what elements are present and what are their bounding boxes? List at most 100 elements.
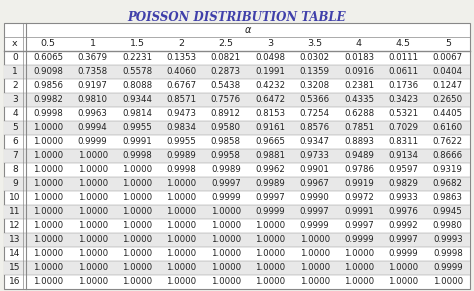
Text: 1.0000: 1.0000 <box>33 194 63 203</box>
Text: 1.0000: 1.0000 <box>122 194 152 203</box>
Text: 0.0498: 0.0498 <box>255 54 285 63</box>
Text: 0.9993: 0.9993 <box>433 235 463 244</box>
Text: x: x <box>12 40 18 49</box>
Text: 0.0611: 0.0611 <box>388 68 419 77</box>
Text: 0.9999: 0.9999 <box>344 235 374 244</box>
Text: 1.0000: 1.0000 <box>78 180 108 189</box>
Bar <box>4 205 470 219</box>
Text: 0.3679: 0.3679 <box>78 54 108 63</box>
Text: 0.9098: 0.9098 <box>33 68 63 77</box>
Text: 15: 15 <box>9 263 21 272</box>
Text: 1.0000: 1.0000 <box>211 278 241 287</box>
Text: 0.9810: 0.9810 <box>78 95 108 104</box>
Text: 0.5321: 0.5321 <box>388 109 419 118</box>
Text: 1.0000: 1.0000 <box>211 249 241 258</box>
Text: 1.0000: 1.0000 <box>122 235 152 244</box>
Text: 1.0000: 1.0000 <box>211 221 241 230</box>
Text: 1.0000: 1.0000 <box>255 235 285 244</box>
Text: 0.9997: 0.9997 <box>255 194 285 203</box>
Text: 0.8912: 0.8912 <box>211 109 241 118</box>
Text: 1: 1 <box>12 68 18 77</box>
Text: 0.4232: 0.4232 <box>255 81 285 91</box>
Text: 1.0000: 1.0000 <box>122 263 152 272</box>
Text: 1.0000: 1.0000 <box>211 263 241 272</box>
Text: 0.9958: 0.9958 <box>211 152 241 161</box>
Text: 1.0000: 1.0000 <box>166 194 196 203</box>
Text: 0.9980: 0.9980 <box>433 221 463 230</box>
Text: 1.0000: 1.0000 <box>33 235 63 244</box>
Text: 0.9998: 0.9998 <box>166 166 196 175</box>
Text: 0.9998: 0.9998 <box>122 152 152 161</box>
Text: 1.0000: 1.0000 <box>388 263 419 272</box>
Text: 1.0000: 1.0000 <box>255 263 285 272</box>
Text: 0.2650: 0.2650 <box>433 95 463 104</box>
Text: 0.7358: 0.7358 <box>78 68 108 77</box>
Text: 0.9863: 0.9863 <box>433 194 463 203</box>
Text: 0.9999: 0.9999 <box>78 138 108 146</box>
Text: 0.3423: 0.3423 <box>388 95 419 104</box>
Text: 1.0000: 1.0000 <box>166 180 196 189</box>
Text: 0.8576: 0.8576 <box>300 123 329 132</box>
Text: 0.8153: 0.8153 <box>255 109 285 118</box>
Text: 0.9989: 0.9989 <box>255 180 285 189</box>
Text: 0.2873: 0.2873 <box>211 68 241 77</box>
Text: 0.9963: 0.9963 <box>78 109 108 118</box>
Text: 8: 8 <box>12 166 18 175</box>
Text: 0.9344: 0.9344 <box>122 95 152 104</box>
Text: 0.8666: 0.8666 <box>433 152 463 161</box>
Text: 0.1359: 0.1359 <box>300 68 329 77</box>
Bar <box>4 93 470 107</box>
Text: 9: 9 <box>12 180 18 189</box>
Text: 1.0000: 1.0000 <box>78 221 108 230</box>
Text: 0.0821: 0.0821 <box>211 54 241 63</box>
Text: 1.0000: 1.0000 <box>300 278 329 287</box>
Text: 3: 3 <box>12 95 18 104</box>
Text: 0.9999: 0.9999 <box>255 207 285 217</box>
Text: α: α <box>245 25 251 35</box>
Text: 1.0000: 1.0000 <box>33 152 63 161</box>
Text: 4: 4 <box>12 109 18 118</box>
Text: 1.0000: 1.0000 <box>344 278 374 287</box>
Text: 0.9999: 0.9999 <box>211 194 241 203</box>
Text: 0.9901: 0.9901 <box>300 166 329 175</box>
Bar <box>4 121 470 135</box>
Bar <box>4 177 470 191</box>
Bar <box>4 149 470 163</box>
Bar <box>4 261 470 275</box>
Text: 0.9997: 0.9997 <box>211 180 241 189</box>
Text: 1.0000: 1.0000 <box>33 123 63 132</box>
Text: 1.0000: 1.0000 <box>78 152 108 161</box>
Text: 1.0000: 1.0000 <box>33 138 63 146</box>
Text: 0.9955: 0.9955 <box>166 138 196 146</box>
Text: 0.9580: 0.9580 <box>211 123 241 132</box>
Text: 0.9999: 0.9999 <box>433 263 463 272</box>
Text: 1: 1 <box>90 40 96 49</box>
Text: 0.9962: 0.9962 <box>255 166 285 175</box>
Text: 0.9319: 0.9319 <box>433 166 463 175</box>
Text: 0.9999: 0.9999 <box>389 249 418 258</box>
Text: 0.2381: 0.2381 <box>344 81 374 91</box>
Text: 0.9982: 0.9982 <box>33 95 63 104</box>
Text: 0.9992: 0.9992 <box>389 221 418 230</box>
Text: 0.9990: 0.9990 <box>300 194 329 203</box>
Text: 0.9347: 0.9347 <box>300 138 329 146</box>
Text: 0.9945: 0.9945 <box>433 207 463 217</box>
Text: 1.0000: 1.0000 <box>433 278 463 287</box>
Text: 0.1247: 0.1247 <box>433 81 463 91</box>
Text: 2.5: 2.5 <box>219 40 233 49</box>
Text: 0.8311: 0.8311 <box>388 138 419 146</box>
Text: 0.9786: 0.9786 <box>344 166 374 175</box>
Text: 1.0000: 1.0000 <box>33 249 63 258</box>
Text: 1.0000: 1.0000 <box>33 180 63 189</box>
Text: 0.5438: 0.5438 <box>211 81 241 91</box>
Text: 1.0000: 1.0000 <box>33 207 63 217</box>
Text: 1.0000: 1.0000 <box>344 263 374 272</box>
Text: 14: 14 <box>9 249 21 258</box>
Text: 11: 11 <box>9 207 21 217</box>
Text: 1.0000: 1.0000 <box>78 249 108 258</box>
Text: 1.0000: 1.0000 <box>78 278 108 287</box>
Text: 1.0000: 1.0000 <box>255 249 285 258</box>
Text: 0.1991: 0.1991 <box>255 68 285 77</box>
Text: 1.0000: 1.0000 <box>33 278 63 287</box>
Text: 1.0000: 1.0000 <box>300 249 329 258</box>
